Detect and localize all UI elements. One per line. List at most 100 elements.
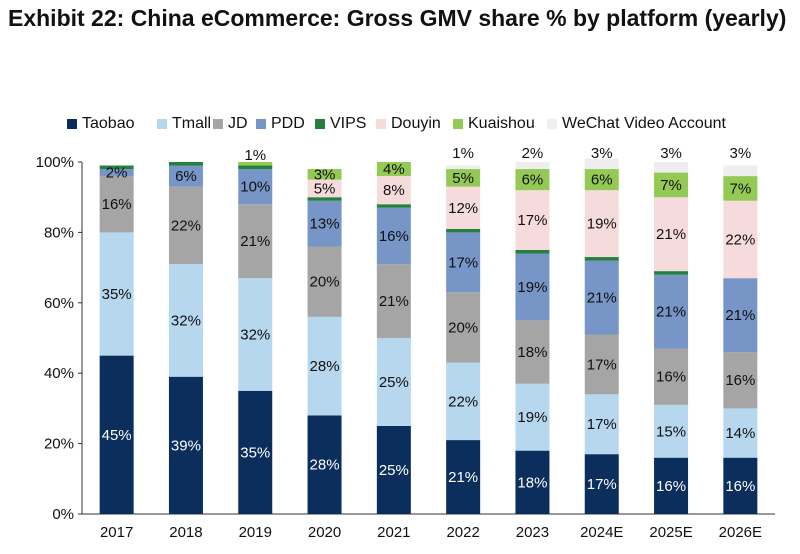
bar-kuaishou-2023 xyxy=(515,169,550,191)
bar-taobao-2022 xyxy=(446,440,481,514)
bar-wechat-video-account-2025e xyxy=(654,162,689,173)
bar-pdd-2025e xyxy=(654,274,689,349)
data-label-douyin-2026e: 22% xyxy=(725,231,755,248)
bar-tmall-2026e xyxy=(723,408,758,458)
data-label-pdd-2026e: 21% xyxy=(725,307,755,324)
data-label-douyin-2023: 17% xyxy=(517,212,547,229)
bar-kuaishou-2021 xyxy=(376,162,411,177)
bar-kuaishou-2025e xyxy=(654,172,689,198)
data-label-pdd-2018: 6% xyxy=(175,168,197,185)
bar-vips-2024e xyxy=(584,257,619,261)
legend-label-taobao: Taobao xyxy=(82,115,135,132)
x-tick-label: 2022 xyxy=(446,524,479,541)
data-label-tmall-2024e: 17% xyxy=(587,416,617,433)
data-label-jd-2019: 21% xyxy=(240,233,270,250)
legend-item-wechat-video-account: WeChat Video Account xyxy=(547,113,726,135)
data-label-taobao-2025e: 16% xyxy=(656,478,686,495)
data-label-pdd-2023: 19% xyxy=(517,279,547,296)
bar-pdd-2022 xyxy=(446,232,481,293)
bar-jd-2025e xyxy=(654,348,689,405)
bar-wechat-video-account-2022 xyxy=(446,165,481,170)
data-label-taobao-2017: 45% xyxy=(102,427,132,444)
data-label-kuaishou-2020: 3% xyxy=(314,166,336,183)
y-tick-label: 80% xyxy=(44,224,74,241)
bar-tmall-2020 xyxy=(307,316,342,416)
data-label-douyin-2020: 5% xyxy=(314,180,336,197)
bar-wechat-video-account-2023 xyxy=(515,162,550,170)
x-tick-label: 2019 xyxy=(239,524,272,541)
bar-jd-2017 xyxy=(99,176,134,233)
bar-douyin-2022 xyxy=(446,186,481,229)
legend-item-vips: VIPS xyxy=(315,113,366,135)
bar-pdd-2018 xyxy=(168,165,203,187)
legend-label-tmall: Tmall xyxy=(172,115,212,132)
y-tick-label: 0% xyxy=(52,506,74,523)
legend-swatch-jd xyxy=(213,119,223,129)
data-label-taobao-2022: 21% xyxy=(448,469,478,486)
legend-item-pdd: PDD xyxy=(256,113,305,135)
bar-taobao-2023 xyxy=(515,450,550,514)
bar-taobao-2019 xyxy=(238,390,273,514)
bar-pdd-2017 xyxy=(99,169,134,177)
data-label-jd-2024e: 17% xyxy=(587,356,617,373)
legend-label-pdd: PDD xyxy=(271,115,305,132)
data-label-wechat-video-account-2024e: 3% xyxy=(591,145,613,162)
bar-kuaishou-2024e xyxy=(584,169,619,191)
x-tick-label: 2025E xyxy=(649,524,692,541)
legend-label-jd: JD xyxy=(228,115,248,132)
data-label-tmall-2022: 22% xyxy=(448,393,478,410)
y-tick-label: 40% xyxy=(44,365,74,382)
data-label-tmall-2017: 35% xyxy=(102,286,132,303)
bar-tmall-2022 xyxy=(446,362,481,441)
bar-pdd-2026e xyxy=(723,278,758,353)
bar-pdd-2023 xyxy=(515,253,550,321)
bar-jd-2024e xyxy=(584,334,619,395)
data-label-wechat-video-account-2023: 2% xyxy=(522,145,544,162)
bar-vips-2018 xyxy=(168,162,203,166)
data-label-douyin-2025e: 21% xyxy=(656,226,686,243)
data-label-kuaishou-2024e: 6% xyxy=(591,172,613,189)
data-label-kuaishou-2021: 4% xyxy=(383,161,405,178)
data-label-pdd-2022: 17% xyxy=(448,254,478,271)
bar-douyin-2025e xyxy=(654,197,689,272)
x-tick-label: 2024E xyxy=(580,524,623,541)
data-label-jd-2020: 20% xyxy=(310,274,340,291)
bar-vips-2019 xyxy=(238,165,273,170)
data-label-douyin-2021: 8% xyxy=(383,182,405,199)
bar-taobao-2026e xyxy=(723,457,758,514)
y-tick-label: 20% xyxy=(44,436,74,453)
y-tick-label: 100% xyxy=(36,154,74,171)
bar-pdd-2021 xyxy=(376,207,411,265)
legend-item-douyin: Douyin xyxy=(376,113,441,135)
data-label-tmall-2018: 32% xyxy=(171,312,201,329)
data-label-jd-2025e: 16% xyxy=(656,369,686,386)
legend-item-taobao: Taobao xyxy=(67,113,135,135)
data-label-pdd-2017: 2% xyxy=(106,165,128,182)
bar-vips-2023 xyxy=(515,250,550,254)
x-tick-label: 2026E xyxy=(719,524,762,541)
data-label-jd-2023: 18% xyxy=(517,344,547,361)
legend-label-vips: VIPS xyxy=(330,115,367,132)
bar-taobao-2021 xyxy=(376,426,411,514)
data-label-kuaishou-2023: 6% xyxy=(522,172,544,189)
bar-taobao-2020 xyxy=(307,415,342,514)
bar-jd-2022 xyxy=(446,292,481,363)
bar-vips-2017 xyxy=(99,165,134,170)
data-label-pdd-2019: 10% xyxy=(240,179,270,196)
data-label-pdd-2020: 13% xyxy=(310,216,340,233)
legend-swatch-douyin xyxy=(376,119,386,129)
legend-label-wechat-video-account: WeChat Video Account xyxy=(562,115,726,132)
bar-taobao-2018 xyxy=(168,376,203,514)
data-label-taobao-2026e: 16% xyxy=(725,478,755,495)
data-label-douyin-2024e: 19% xyxy=(587,216,617,233)
data-label-jd-2026e: 16% xyxy=(725,372,755,389)
legend-swatch-wechat-video-account xyxy=(547,119,557,129)
plot-area: 0% 20% 40% 60% 80% 100% 2017 2018 2019 2020 2021 20… xyxy=(36,145,775,541)
bar-vips-2025e xyxy=(654,271,689,275)
data-label-tmall-2019: 32% xyxy=(240,326,270,343)
bar-pdd-2020 xyxy=(307,200,342,247)
bar-wechat-video-account-2024e xyxy=(584,158,619,170)
data-label-pdd-2024e: 21% xyxy=(587,290,617,307)
legend-label-douyin: Douyin xyxy=(391,115,441,132)
